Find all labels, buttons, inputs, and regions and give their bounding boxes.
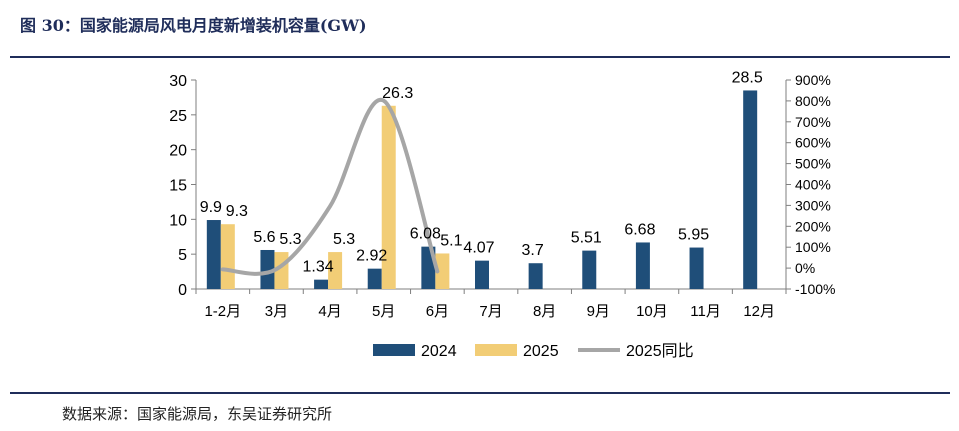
bar-2024	[475, 260, 489, 289]
bar-2024	[528, 263, 543, 289]
data-label-2024: 6.08	[410, 226, 441, 243]
bar-2024	[689, 247, 704, 289]
bar-2024	[582, 250, 597, 289]
bar-2024	[260, 249, 275, 289]
x-category-label: 1-2月	[204, 303, 241, 320]
y-right-tick-label: 200%	[795, 218, 831, 234]
bar-2024	[314, 279, 329, 289]
x-category-label: 9月	[587, 303, 610, 320]
data-label-2024: 9.9	[200, 199, 222, 216]
y-right-tick-label: -100%	[795, 281, 835, 297]
y-left-tick-label: 15	[169, 178, 187, 195]
x-category-label: 11月	[690, 303, 721, 320]
line-2025-yoy	[220, 97, 440, 276]
bar-2025	[381, 105, 396, 289]
x-category-label: 5月	[372, 303, 395, 320]
x-category-label: 3月	[265, 303, 288, 320]
y-right-tick-label: 100%	[795, 239, 831, 255]
x-category-label: 7月	[479, 303, 502, 320]
x-category-label: 12月	[743, 303, 775, 320]
legend-swatch-2025	[475, 344, 517, 356]
x-category-label: 4月	[318, 303, 341, 320]
y-right-tick-label: 700%	[795, 114, 831, 130]
data-label-2024: 5.95	[678, 227, 709, 244]
y-right-tick-label: 0%	[795, 260, 815, 276]
bar-2025	[435, 253, 450, 289]
chart-title: 图 30：国家能源局风电月度新增装机容量(GW)	[20, 16, 367, 35]
y-left-tick-label: 30	[169, 73, 187, 90]
bar-2024	[206, 220, 221, 289]
x-category-label: 10月	[636, 303, 668, 320]
top-rule	[10, 56, 950, 58]
data-label-2025: 26.3	[382, 85, 413, 102]
data-label-2024: 4.07	[463, 240, 494, 257]
data-label-2024: 3.7	[522, 242, 544, 259]
legend-label-2025: 2025	[523, 343, 559, 360]
data-source: 数据来源：国家能源局，东吴证券研究所	[62, 405, 333, 423]
data-label-2024: 2.92	[356, 248, 387, 265]
legend-swatch-2024	[373, 344, 415, 356]
legend-label-yoy: 2025同比	[626, 342, 694, 360]
data-label-2025: 5.3	[333, 231, 355, 248]
y-left-tick-label: 25	[169, 108, 187, 125]
y-right-tick-label: 300%	[795, 197, 831, 213]
data-label-2024: 5.6	[253, 229, 275, 246]
data-label-2024: 6.68	[624, 221, 655, 238]
bottom-rule	[10, 392, 950, 394]
data-label-2024: 5.51	[571, 230, 602, 247]
legend-label-2024: 2024	[421, 343, 457, 360]
bar-2025	[328, 252, 343, 289]
y-right-tick-label: 800%	[795, 93, 831, 109]
y-right-tick-label: 900%	[795, 72, 831, 88]
data-label-2025: 9.3	[226, 203, 248, 220]
y-left-tick-label: 5	[178, 247, 187, 264]
y-left-tick-label: 10	[169, 212, 187, 229]
y-left-tick-label: 0	[178, 282, 187, 299]
bar-2025	[220, 224, 235, 289]
y-right-tick-label: 600%	[795, 135, 831, 151]
y-right-tick-label: 500%	[795, 156, 831, 172]
y-left-tick-label: 20	[169, 143, 187, 160]
y-right-tick-label: 400%	[795, 177, 831, 193]
x-category-label: 8月	[533, 303, 556, 320]
data-label-2024: 1.34	[303, 259, 334, 276]
x-category-label: 6月	[426, 303, 449, 320]
data-label-2025: 5.3	[279, 231, 301, 248]
data-label-2025: 5.1	[440, 232, 462, 249]
bar-2024	[743, 90, 758, 289]
bar-2024	[635, 242, 650, 289]
data-label-2024: 28.5	[732, 69, 763, 86]
bar-2024	[367, 268, 382, 289]
